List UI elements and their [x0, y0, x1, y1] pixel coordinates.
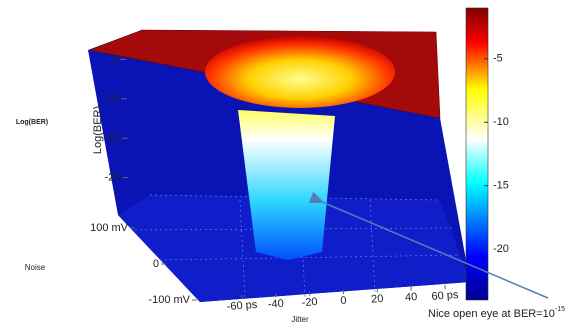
z-axis-label: Log(BER) — [92, 106, 104, 154]
noise-label: Noise — [25, 263, 46, 272]
annotation-arrow — [308, 191, 549, 299]
y-tick-label: -100 mV — [148, 294, 190, 306]
annotation-superscript: -15 — [555, 306, 565, 313]
x-tick-label: -60 ps — [226, 299, 258, 313]
y-tick-label: 100 mV — [90, 222, 129, 234]
z-tick-label: -10 — [103, 93, 119, 105]
x-tick-label: -40 — [267, 298, 284, 311]
side-label: Log(BER) — [16, 119, 48, 126]
x-tick-label: 20 — [371, 293, 384, 306]
y-tick-label: 0 — [153, 258, 159, 270]
x-tick-label: 0 — [340, 295, 347, 307]
z-tick-label: -5 — [108, 53, 118, 65]
colorbar-tick-label: -5 — [493, 53, 503, 65]
annotation: Nice open eye at BER=10-15 — [428, 306, 565, 320]
x-tick-label: -20 — [301, 296, 318, 309]
z-tick-label: -15 — [104, 132, 120, 144]
z-tick-label: -20 — [105, 172, 121, 184]
x-tick-label: 60 ps — [431, 289, 459, 303]
annotation-text: Nice open eye at BER=10 — [428, 308, 555, 320]
jitter-label: Jitter — [291, 315, 309, 324]
surface — [88, 29, 470, 302]
colorbar-tick-label: -20 — [493, 243, 509, 255]
x-tick-label: 40 — [405, 291, 418, 304]
colorbar — [465, 7, 489, 301]
colorbar-tick-label: -15 — [493, 180, 509, 192]
colorbar-tick-label: -10 — [493, 116, 509, 128]
